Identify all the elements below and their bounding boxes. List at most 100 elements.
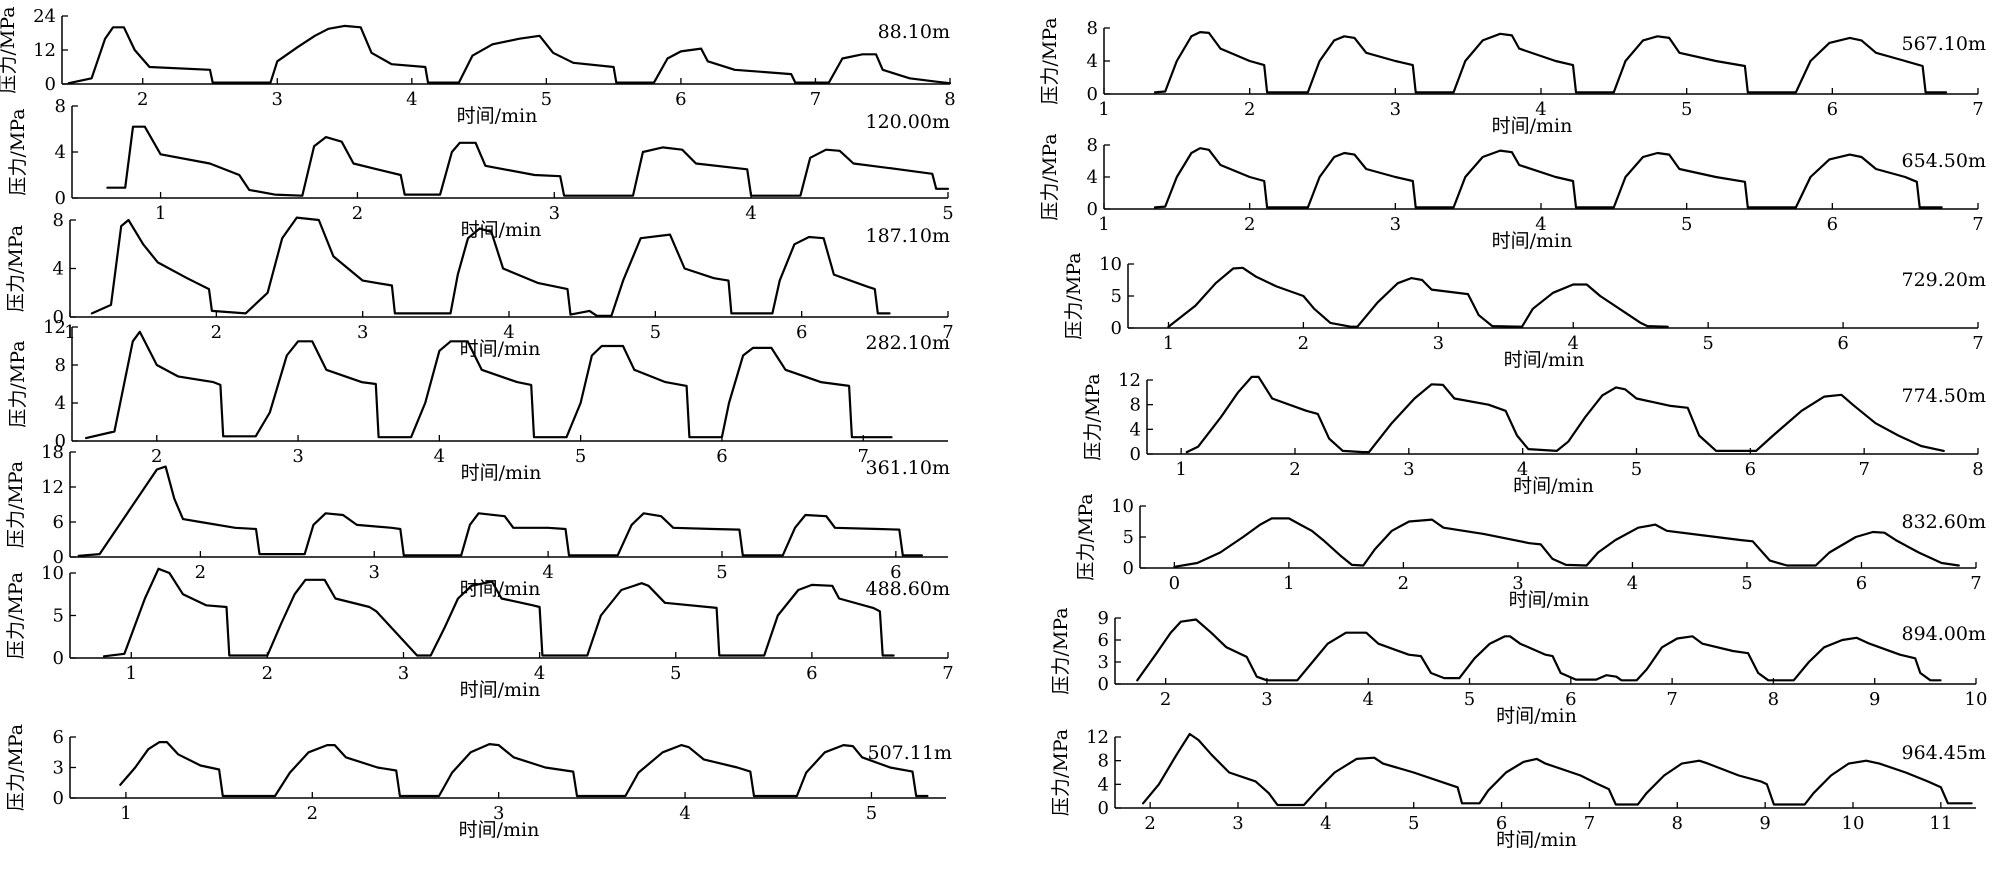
y-tick-label: 8: [1087, 135, 1098, 156]
x-tick-label: 6: [1496, 813, 1507, 834]
x-tick-label: 1: [126, 663, 137, 684]
y-tick-label: 8: [1098, 751, 1109, 772]
x-tick-label: 1: [64, 322, 75, 343]
x-tick-label: 5: [1408, 813, 1419, 834]
x-tick-label: 7: [1972, 214, 1983, 235]
x-tick-label: 9: [1869, 689, 1880, 710]
x-tick-label: 4: [534, 663, 545, 684]
y-tick-label: 5: [1123, 527, 1134, 548]
x-axis-label: 时间/min: [457, 105, 538, 127]
y-tick-label: 12: [33, 40, 56, 61]
x-tick-label: 2: [137, 89, 148, 110]
x-tick-label: 5: [1702, 333, 1713, 354]
x-tick-label: 7: [810, 89, 821, 110]
x-axis-label: 时间/min: [1509, 589, 1590, 611]
y-axis-label: 压力/MPa: [1039, 133, 1061, 220]
x-tick-label: 7: [1666, 689, 1677, 710]
y-tick-label: 0: [1130, 444, 1141, 465]
depth-label: 187.10m: [866, 225, 951, 247]
pressure-curve: [1153, 31, 1948, 94]
x-tick-label: 5: [716, 562, 727, 583]
x-tick-label: 2: [151, 446, 162, 467]
y-tick-label: 0: [1123, 558, 1134, 579]
x-tick-label: 4: [1363, 689, 1374, 710]
x-tick-label: 8: [1672, 813, 1683, 834]
y-tick-label: 6: [53, 512, 64, 533]
x-tick-label: 4: [434, 446, 445, 467]
pressure-curve: [1136, 618, 1942, 682]
y-tick-label: 8: [53, 210, 64, 231]
y-axis-label: 压力/MPa: [5, 225, 27, 312]
y-axis-label: 压力/MPa: [7, 340, 29, 427]
panel-729.20m: 0 5 10 1 2 3 4 5 6 7 时间/min 压力/MPa 729.20m: [1063, 252, 1986, 371]
pressure-curve: [1142, 732, 1973, 807]
x-tick-label: 1: [1098, 214, 1109, 235]
y-axis-label: 压力/MPa: [5, 724, 27, 811]
pressure-curve: [77, 465, 923, 557]
x-tick-label: 5: [1464, 689, 1475, 710]
y-tick-label: 5: [53, 606, 64, 627]
x-tick-label: 5: [575, 446, 586, 467]
x-tick-label: 7: [1584, 813, 1595, 834]
y-tick-label: 4: [1130, 419, 1141, 440]
y-tick-label: 0: [1087, 84, 1098, 105]
x-tick-label: 4: [1535, 214, 1546, 235]
x-tick-label: 3: [1512, 573, 1523, 594]
x-tick-label: 4: [1320, 813, 1331, 834]
pressure-curve: [119, 741, 929, 798]
pressure-curve: [1153, 147, 1943, 209]
x-axis-label: 时间/min: [461, 462, 542, 484]
x-axis-label: 时间/min: [460, 679, 541, 701]
x-tick-label: 2: [195, 562, 206, 583]
y-tick-label: 8: [1130, 395, 1141, 416]
x-tick-label: 3: [549, 203, 560, 224]
x-tick-label: 2: [1244, 99, 1255, 120]
y-axis-label: 压力/MPa: [1063, 252, 1085, 339]
x-tick-label: 3: [369, 562, 380, 583]
x-tick-label: 1: [1283, 573, 1294, 594]
x-tick-label: 7: [1972, 99, 1983, 120]
y-axis-label: 压力/MPa: [1082, 373, 1104, 460]
y-tick-label: 10: [1099, 254, 1122, 275]
x-tick-label: 5: [650, 322, 661, 343]
x-tick-label: 5: [866, 803, 877, 824]
panel-88.10m: 0 12 24 2 3 4 5 6 7 8 时间/min 压力/MPa 88.10m: [0, 6, 956, 127]
x-tick-label: 2: [1244, 214, 1255, 235]
y-tick-label: 4: [1087, 167, 1098, 188]
x-tick-label: 11: [1929, 813, 1952, 834]
y-tick-label: 12: [43, 317, 66, 338]
x-tick-label: 4: [1535, 99, 1546, 120]
pressure-curve: [102, 567, 895, 658]
depth-label: 654.50m: [1902, 150, 1987, 172]
x-tick-label: 7: [857, 446, 868, 467]
y-tick-label: 4: [55, 393, 66, 414]
x-tick-label: 1: [120, 803, 131, 824]
x-axis-label: 时间/min: [460, 338, 541, 360]
x-tick-label: 2: [352, 203, 363, 224]
y-axis-label: 压力/MPa: [1075, 493, 1097, 580]
y-tick-label: 0: [53, 788, 64, 809]
y-tick-label: 6: [53, 727, 64, 748]
x-tick-label: 3: [1232, 813, 1243, 834]
x-tick-label: 5: [1741, 573, 1752, 594]
y-tick-label: 9: [1098, 608, 1109, 629]
y-tick-label: 0: [55, 431, 66, 452]
x-tick-label: 7: [1970, 573, 1981, 594]
y-tick-label: 4: [1087, 51, 1098, 72]
x-tick-label: 7: [1972, 333, 1983, 354]
y-tick-label: 0: [53, 547, 64, 568]
x-tick-label: 5: [942, 203, 953, 224]
y-tick-label: 10: [1111, 496, 1134, 517]
x-axis-label: 时间/min: [1496, 829, 1577, 851]
x-tick-label: 6: [1837, 333, 1848, 354]
y-axis-label: 压力/MPa: [5, 461, 27, 548]
x-axis-label: 时间/min: [1492, 230, 1573, 252]
y-tick-label: 10: [41, 563, 64, 584]
x-tick-label: 2: [1289, 459, 1300, 480]
x-tick-label: 4: [542, 562, 553, 583]
